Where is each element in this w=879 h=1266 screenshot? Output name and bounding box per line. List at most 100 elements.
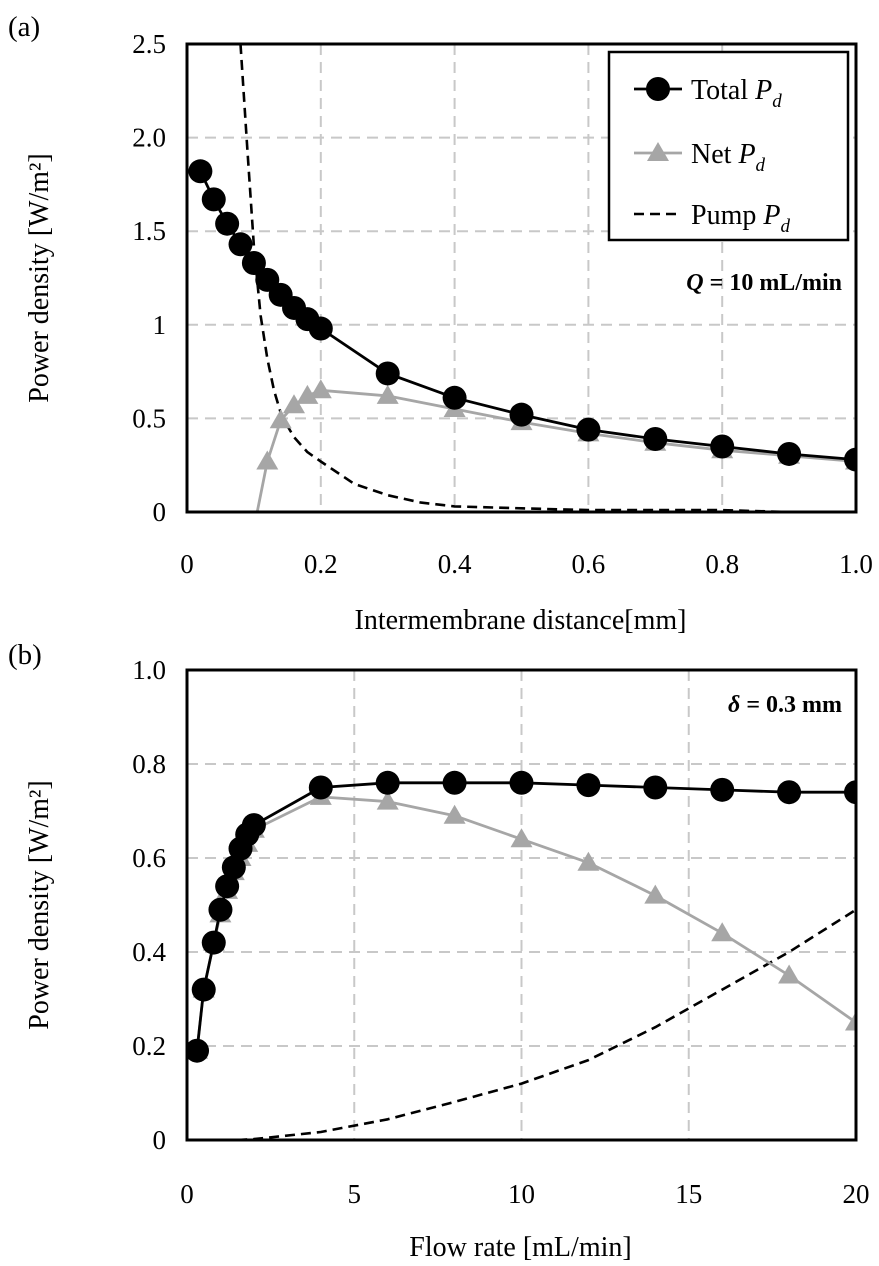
legend-label-variable: P [754, 75, 772, 106]
legend-label-total-pd: Total Pd [691, 75, 782, 112]
total-pd-marker [509, 770, 534, 795]
y-tick-label: 0.4 [132, 937, 166, 967]
x-tick-label: 15 [675, 1179, 702, 1209]
total-pd-marker [710, 777, 735, 802]
legend-label-variable: P [737, 139, 755, 170]
legend-label-variable: P [762, 200, 780, 231]
total-pd-marker [844, 780, 856, 805]
total-pd-marker [208, 897, 233, 922]
net-pd-marker [376, 384, 399, 404]
x-tick-label: 0.6 [572, 549, 606, 579]
legend-total-pd-marker [646, 77, 670, 101]
x-tick-label: 1.0 [839, 549, 873, 579]
condition-annotation: δ = 0.3 mm [728, 692, 842, 718]
total-pd-marker [308, 775, 333, 800]
net-pd-line [195, 795, 856, 1051]
y-tick-label: 2.5 [132, 29, 166, 59]
annotation-symbol: Q [686, 270, 703, 296]
y-tick-label: 1.0 [132, 655, 166, 685]
panel-b-chart: 0 5 10 15 20 0 0.2 0.4 0.6 0.8 1.0 Flow rate [mL/mi… [8, 639, 870, 1263]
series-group [187, 770, 856, 1140]
total-pd-marker [201, 187, 226, 212]
total-pd-marker [375, 770, 400, 795]
y-tick-label: 0.2 [132, 1031, 166, 1061]
total-pd-line [195, 781, 856, 1051]
net-pd-marker [711, 922, 734, 942]
y-tick-label: 0.8 [132, 749, 166, 779]
y-tick-label: 0.6 [132, 843, 166, 873]
total-pd-marker [509, 402, 534, 427]
y-axis-title: Power density [W/m²] [24, 780, 55, 1029]
x-tick-label: 0.2 [304, 549, 338, 579]
legend-label-text: Pump [691, 200, 763, 231]
total-pd-marker [215, 874, 240, 899]
y-tick-label: 1.5 [132, 216, 166, 246]
total-pd-marker [187, 1038, 210, 1063]
legend-label-subscript: d [772, 91, 782, 112]
legend-net-pd-marker [647, 142, 669, 161]
net-pd-marker [577, 851, 600, 871]
y-axis-title: Power density [W/m²] [24, 153, 55, 402]
condition-annotation: Q = 10 mL/min [686, 270, 842, 296]
total-pd-marker [241, 251, 266, 276]
total-pd-marker [576, 773, 601, 798]
x-tick-label: 0.8 [705, 549, 739, 579]
total-pd-marker [221, 855, 246, 880]
total-pd-marker [241, 813, 266, 838]
y-tick-label: 0 [153, 1125, 167, 1155]
net-pd-marker [296, 384, 319, 404]
legend-label-subscript: d [780, 216, 790, 237]
total-pd-marker [777, 441, 802, 466]
total-pd-marker [643, 426, 668, 451]
net-pd-marker [778, 964, 801, 984]
total-pd-marker [375, 361, 400, 386]
total-pd-marker [442, 770, 467, 795]
net-pd-marker [256, 450, 279, 470]
net-pd-marker [644, 884, 667, 904]
y-tick-label: 0 [153, 497, 167, 527]
pump-pd-line [237, 908, 856, 1140]
x-axis-title: Flow rate [mL/min] [409, 1232, 631, 1263]
legend-label-pump-pd: Pump Pd [691, 200, 790, 237]
legend-label-net-pd: Net Pd [691, 139, 766, 176]
legend-label-text: Total [691, 75, 755, 106]
x-tick-label: 20 [843, 1179, 870, 1209]
y-tick-label: 2.0 [132, 123, 166, 153]
x-tick-label: 0 [180, 1179, 194, 1209]
total-pd-marker [215, 211, 240, 236]
total-pd-marker [844, 447, 856, 472]
pump-pd-line [239, 44, 856, 512]
total-pd-marker [228, 232, 253, 257]
panel-a-chart: 0 0.2 0.4 0.6 0.8 1.0 0 0.5 1 1.5 2.0 2.5 Intermembr… [8, 11, 873, 636]
net-pd-marker [845, 1011, 856, 1031]
net-pd-marker [443, 804, 466, 824]
annotation-text: = 10 mL/min [704, 270, 842, 296]
total-pd-marker [442, 385, 467, 410]
plot-frame [185, 42, 858, 514]
legend-label-subscript: d [756, 155, 766, 176]
grid-lines [187, 670, 856, 1140]
y-tick-label: 0.5 [132, 403, 166, 433]
net-pd-marker [309, 379, 332, 399]
series-group [188, 44, 856, 512]
net-pd-marker [283, 394, 305, 414]
y-tick-label: 1 [153, 310, 167, 340]
panel-label: (a) [8, 11, 40, 43]
total-pd-marker [308, 316, 333, 341]
panel-label: (b) [8, 639, 42, 671]
total-pd-marker [188, 159, 213, 184]
total-pd-marker [643, 775, 668, 800]
x-tick-label: 5 [348, 1179, 362, 1209]
total-pd-marker [710, 434, 735, 459]
total-pd-marker [201, 930, 226, 955]
total-pd-marker [777, 780, 802, 805]
total-pd-marker [191, 977, 216, 1002]
legend-label-text: Net [691, 139, 738, 170]
annotation-symbol: δ [728, 692, 740, 718]
x-axis-title: Intermembrane distance[mm] [355, 605, 687, 636]
plot-frame [185, 668, 858, 1142]
total-pd-marker [576, 417, 601, 442]
x-tick-label: 0 [180, 549, 194, 579]
